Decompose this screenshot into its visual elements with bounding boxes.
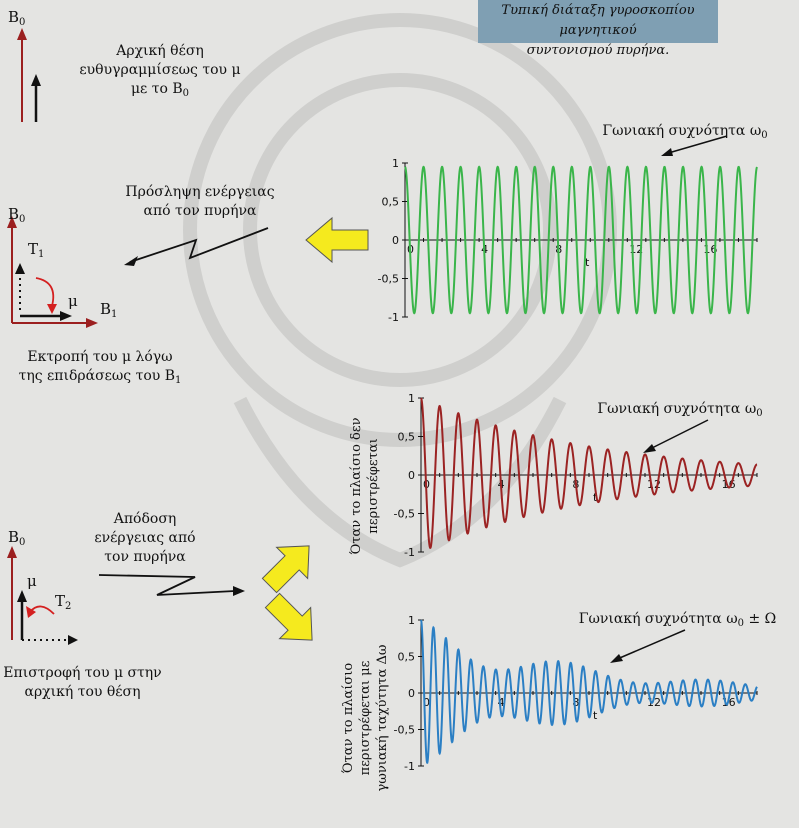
yellow-arrow-left xyxy=(305,216,369,264)
panel2-mu-label: μ xyxy=(68,292,78,310)
middle-annotation-pointer xyxy=(643,419,709,453)
chart-middle: 1 0,5 0 -0,5 -1 0 4 8 12 16 t xyxy=(365,390,765,569)
mu-arrowhead xyxy=(31,74,41,86)
bottom-annotation: Γωνιακή συχνότητα ω0 ± Ω xyxy=(578,611,777,629)
absorb-caption: Πρόσληψη ενέργειας από τον πυρήνα xyxy=(125,184,275,219)
t2-label: T2 xyxy=(55,592,72,612)
x-axis-label: t xyxy=(593,709,598,722)
chart-top: 1 0,5 0 -0,5 -1 0 4 8 12 16 t xyxy=(365,155,765,334)
bottom-annotation-pointer xyxy=(610,629,686,663)
y-tick-label: 0,5 xyxy=(398,651,416,664)
y-tick-label: 1 xyxy=(392,157,399,170)
y-tick-label: 1 xyxy=(408,614,415,627)
y-tick-label: 0,5 xyxy=(398,431,416,444)
panel3-mu-label: μ xyxy=(27,572,37,590)
emit-zigzag-arrow xyxy=(98,574,245,596)
t1-label: T1 xyxy=(28,240,45,260)
yellow-arrow-up xyxy=(261,545,310,594)
y-tick-label: -1 xyxy=(404,546,415,559)
chart-bottom-svg: 10,50-0,5-10 4 8 12 16t xyxy=(394,614,758,773)
series-line xyxy=(420,397,758,550)
x-tick-label: 0 xyxy=(423,696,430,709)
y-tick-label: -1 xyxy=(388,311,399,324)
y-tick-label: 0 xyxy=(392,234,399,247)
y-tick-label: 0 xyxy=(408,469,415,482)
chart-middle-svg: 10,50-0,5-10 4 8 12 16t xyxy=(394,392,758,559)
y-tick-label: -0,5 xyxy=(394,508,415,521)
y-tick-label: 0,5 xyxy=(382,196,400,209)
y-tick-label: 1 xyxy=(408,392,415,405)
title-line-1: Τυπική διάταξη γυροσκοπίου μαγνητικού xyxy=(501,3,695,38)
x-axis-label: t xyxy=(593,491,598,504)
panel2-caption: Εκτροπή του μ λόγω της επιδράσεως του B1 xyxy=(18,349,182,386)
b1-label: B1 xyxy=(100,300,118,320)
y-tick-label: -0,5 xyxy=(378,273,399,286)
figure-title: Τυπική διάταξη γυροσκοπίου μαγνητικού συ… xyxy=(478,0,718,58)
y-tick-label: 0 xyxy=(408,687,415,700)
middle-annotation: Γωνιακή συχνότητα ω0 xyxy=(597,401,763,419)
absorb-zigzag-arrow xyxy=(124,227,269,266)
panel1-vectors xyxy=(17,28,41,122)
panel1-caption: Αρχική θέση ευθυγραμμίσεως του μ με το B… xyxy=(79,43,241,99)
b0-arrowhead xyxy=(17,28,27,40)
panel2-vectors xyxy=(7,216,98,328)
panel3-caption: Επιστροφή του μ στην αρχική του θέση xyxy=(3,665,162,700)
title-line-2: συντονισμού πυρήνα. xyxy=(526,43,670,58)
chart-bottom: 1 0,5 0 -0,5 -1 0 4 8 12 16 t xyxy=(365,612,765,791)
chart-top-svg: 10,50-0,5-10 4 8 12 16t xyxy=(378,157,758,324)
top-annotation: Γωνιακή συχνότητα ω0 xyxy=(602,123,768,141)
panel1-b0-label: B0 xyxy=(8,8,26,28)
x-tick-label: 4 xyxy=(498,696,505,709)
y-tick-label: -0,5 xyxy=(394,724,415,737)
panel3-b0-label: B0 xyxy=(8,528,26,548)
series-line xyxy=(420,619,758,764)
top-annotation-pointer xyxy=(661,135,728,156)
panel2-b0-label: B0 xyxy=(8,205,26,225)
x-axis-label: t xyxy=(585,256,590,269)
yellow-arrow-down xyxy=(264,592,313,641)
emit-caption: Απόδοση ενέργειας από τον πυρήνα xyxy=(94,511,196,565)
x-tick-label: 8 xyxy=(572,696,579,709)
panel3-vectors xyxy=(7,546,78,645)
y-tick-label: -1 xyxy=(404,760,415,773)
series-line xyxy=(404,165,758,315)
